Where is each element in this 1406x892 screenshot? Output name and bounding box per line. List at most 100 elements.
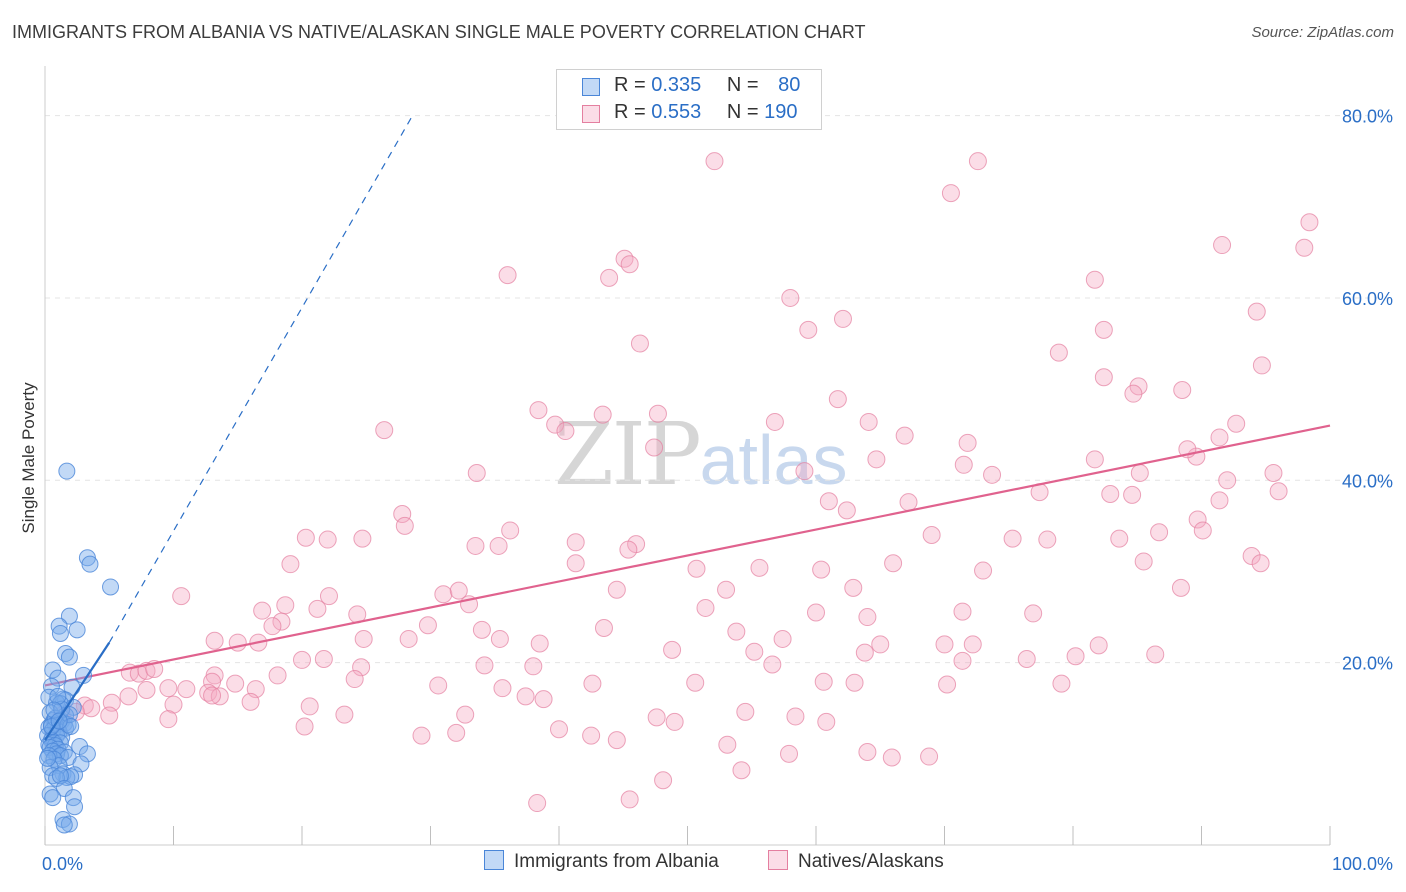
natives-point	[600, 268, 619, 287]
natives-point	[855, 643, 874, 662]
natives-point	[828, 390, 847, 409]
natives-point	[1052, 674, 1071, 693]
natives-point	[620, 790, 639, 809]
albania-point	[58, 462, 76, 480]
natives-point	[780, 744, 799, 763]
albania-trendline-extension	[108, 115, 414, 643]
natives-point	[296, 528, 315, 547]
natives-point	[781, 288, 800, 307]
natives-point	[736, 702, 755, 721]
legend-n-label: N =	[726, 101, 765, 123]
natives-point	[472, 620, 491, 639]
natives-point	[647, 708, 666, 727]
albania-point	[51, 767, 69, 785]
natives-point	[954, 455, 973, 474]
natives-point	[429, 676, 448, 695]
natives-point	[938, 675, 957, 694]
natives-point	[871, 635, 890, 654]
natives-point	[686, 673, 705, 692]
natives-point	[449, 581, 468, 600]
natives-point	[882, 748, 901, 767]
natives-point	[566, 533, 585, 552]
natives-point	[718, 735, 737, 754]
natives-point	[1094, 320, 1113, 339]
natives-point	[645, 438, 664, 457]
natives-point	[352, 658, 371, 677]
natives-point	[314, 650, 333, 668]
natives-point	[963, 635, 982, 654]
natives-point	[318, 530, 337, 549]
natives-point	[353, 529, 372, 548]
natives-point	[205, 631, 224, 650]
natives-point	[1213, 236, 1232, 255]
natives-point	[705, 152, 724, 171]
natives-point	[1193, 521, 1212, 540]
natives-point	[467, 464, 486, 482]
natives-point	[922, 526, 941, 544]
natives-point	[1247, 302, 1266, 321]
natives-point	[1085, 270, 1104, 289]
natives-point	[615, 249, 634, 268]
legend-r-label: R =	[614, 74, 652, 96]
natives-point	[594, 619, 613, 637]
natives-point	[619, 540, 638, 559]
natives-point	[620, 255, 639, 274]
albania-point	[50, 617, 68, 635]
natives-point	[1173, 381, 1192, 400]
natives-point	[750, 558, 769, 577]
natives-point	[687, 559, 706, 578]
legend-item-natives[interactable]: Natives/Alaskans	[768, 850, 944, 873]
natives-point	[1085, 450, 1104, 469]
natives-point	[833, 309, 852, 328]
natives-point	[100, 706, 119, 725]
natives-point	[1300, 213, 1319, 232]
legend-swatch-pink	[582, 105, 600, 123]
natives-point	[1130, 464, 1149, 482]
natives-point	[745, 642, 764, 661]
natives-point	[665, 712, 684, 731]
natives-point	[1134, 552, 1153, 571]
watermark: ZIPatlas	[554, 405, 847, 505]
albania-point	[39, 749, 57, 767]
legend-label-natives: Natives/Alaskans	[798, 851, 944, 872]
natives-point	[550, 720, 568, 739]
natives-point	[795, 462, 814, 481]
x-tick-label: 0.0%	[42, 854, 83, 874]
natives-point	[867, 450, 886, 469]
natives-point	[1251, 554, 1270, 573]
natives-point	[82, 699, 101, 718]
natives-point	[529, 401, 548, 420]
legend-swatch-pink	[768, 850, 788, 870]
legend-item-albania[interactable]: Immigrants from Albania	[484, 850, 719, 873]
natives-point	[844, 578, 863, 597]
natives-point	[1210, 491, 1229, 510]
natives-point	[530, 634, 549, 653]
natives-point	[899, 493, 918, 512]
natives-point	[489, 536, 508, 555]
natives-point	[953, 651, 972, 670]
natives-point	[399, 629, 418, 648]
natives-point	[607, 580, 626, 599]
natives-point	[935, 635, 954, 654]
natives-point	[1066, 647, 1085, 666]
watermark-atlas: atlas	[699, 421, 848, 499]
natives-point	[1110, 529, 1129, 548]
natives-point	[534, 690, 553, 709]
natives-point	[447, 723, 466, 742]
albania-point	[55, 816, 73, 834]
natives-point	[983, 465, 1002, 484]
natives-point	[1218, 471, 1237, 490]
x-tick-label: 100.0%	[1332, 854, 1393, 874]
natives-point	[717, 580, 736, 599]
natives-point	[119, 687, 138, 706]
natives-point	[1017, 650, 1036, 668]
legend-r-value: 0.553	[651, 101, 702, 123]
albania-point	[44, 789, 62, 807]
legend-n-value: 80	[778, 74, 801, 96]
natives-point	[763, 655, 782, 674]
natives-point	[1101, 484, 1120, 503]
natives-point	[418, 616, 437, 635]
natives-point	[941, 184, 960, 203]
natives-point	[607, 731, 626, 750]
